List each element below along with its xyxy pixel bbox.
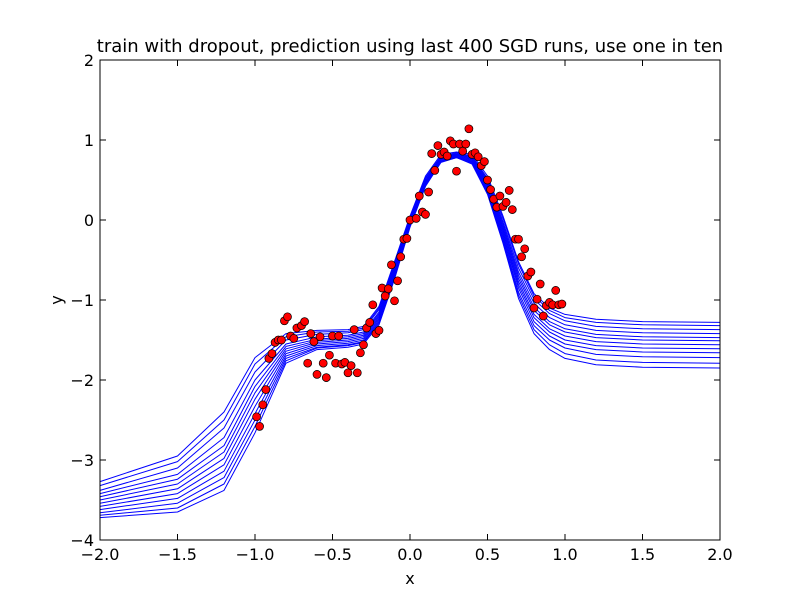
data-point (283, 312, 292, 322)
data-point (551, 286, 561, 295)
x-tick-label: −2.0 (81, 545, 120, 564)
data-point (517, 252, 526, 262)
data-point (289, 334, 299, 343)
data-point (393, 276, 402, 286)
data-point (538, 311, 548, 321)
data-point (495, 191, 505, 201)
prediction-line-12 (99, 157, 721, 519)
x-axis: −2.0 −1.5 −1.0 −0.5 0.0 0.5 1.0 1.5 2.0 (81, 60, 733, 564)
data-point (318, 358, 328, 368)
x-tick-label: 0.0 (397, 545, 422, 564)
data-point (442, 151, 452, 161)
y-tick-label: −1 (70, 291, 94, 310)
data-point (374, 326, 384, 335)
data-point (464, 124, 474, 134)
data-point (427, 149, 437, 158)
data-point (387, 260, 396, 270)
prediction-line-10 (99, 156, 721, 514)
data-point (312, 370, 322, 379)
prediction-line-7 (99, 154, 721, 504)
data-point (396, 252, 406, 262)
data-point (452, 166, 461, 176)
data-point (504, 186, 514, 195)
data-point (306, 329, 316, 338)
data-point (402, 234, 412, 243)
data-point (356, 348, 365, 358)
data-point (529, 303, 539, 313)
data-point (334, 331, 344, 341)
x-tick-label: 1.0 (552, 545, 577, 564)
data-point (309, 337, 319, 346)
chart-title: train with dropout, prediction using las… (97, 36, 723, 57)
x-tick-label: −1.0 (236, 545, 275, 564)
data-point (430, 166, 440, 175)
data-point (383, 284, 393, 294)
data-point (343, 368, 353, 378)
data-point (352, 368, 362, 378)
data-point (252, 412, 261, 422)
data-point (507, 205, 517, 214)
prediction-line-5 (99, 153, 721, 498)
data-point (303, 358, 313, 368)
y-tick-label: 1 (84, 131, 94, 150)
data-point (411, 214, 421, 223)
data-point (258, 400, 268, 410)
data-point (486, 185, 495, 194)
data-point (359, 340, 368, 350)
data-point (277, 335, 286, 345)
x-tick-label: −1.5 (158, 545, 197, 564)
data-point (501, 198, 511, 207)
x-tick-label: 2.0 (707, 545, 732, 564)
data-point (325, 350, 334, 360)
x-axis-label: x (405, 569, 414, 588)
data-point (300, 317, 309, 326)
y-tick-label: −4 (70, 531, 94, 550)
y-axis-label: y (47, 295, 66, 304)
data-point (421, 210, 430, 219)
data-point (414, 191, 424, 201)
x-tick-label: 0.5 (475, 545, 500, 564)
data-point (557, 299, 567, 309)
data-point (380, 291, 390, 301)
x-tick-label: 1.5 (630, 545, 655, 564)
y-tick-label: −3 (70, 451, 94, 470)
data-point (458, 146, 468, 156)
data-point (526, 267, 536, 277)
data-point (267, 349, 277, 358)
data-point (535, 279, 545, 289)
plot-area (99, 124, 721, 519)
prediction-line-8 (99, 155, 721, 507)
data-point (433, 141, 443, 150)
data-point (346, 361, 356, 370)
prediction-line-2 (99, 152, 721, 487)
data-point (480, 157, 489, 166)
data-point (461, 139, 471, 149)
data-point (255, 422, 264, 431)
data-point (424, 187, 433, 197)
data-point (365, 318, 375, 327)
data-point (368, 300, 378, 310)
data-point (473, 152, 483, 162)
y-tick-label: 0 (84, 211, 94, 230)
y-axis: −4 −3 −2 −1 0 1 2 (70, 51, 720, 550)
data-point (483, 175, 492, 185)
data-point (520, 244, 530, 254)
y-tick-label: 2 (84, 51, 94, 70)
prediction-line-9 (99, 156, 721, 511)
data-point (321, 373, 331, 382)
y-tick-label: −2 (70, 371, 94, 390)
data-point (532, 294, 542, 304)
data-point (349, 325, 359, 334)
prediction-line-3 (99, 153, 721, 491)
data-point (315, 332, 325, 342)
data-point (390, 296, 399, 306)
data-point (514, 234, 523, 244)
data-point (261, 385, 271, 394)
prediction-line-1 (99, 151, 721, 483)
x-tick-label: −0.5 (313, 545, 352, 564)
